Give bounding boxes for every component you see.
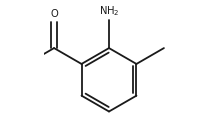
- Text: O: O: [50, 9, 58, 19]
- Text: NH$_2$: NH$_2$: [99, 4, 119, 18]
